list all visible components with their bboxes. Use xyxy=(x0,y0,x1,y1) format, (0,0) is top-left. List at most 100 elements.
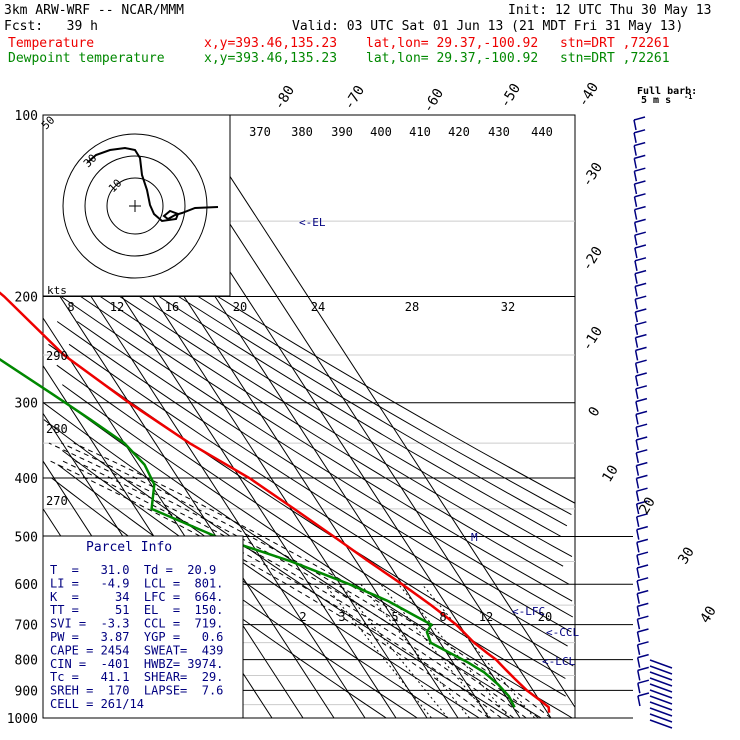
hodo-unit-label: kts xyxy=(47,284,67,297)
init-time: Init: 12 UTC Thu 30 May 13 xyxy=(508,3,712,18)
wind-barb xyxy=(634,286,638,297)
wind-barb xyxy=(635,414,639,425)
wind-barb-flag xyxy=(636,525,648,531)
hodo-ring-0 xyxy=(106,177,164,235)
hodo-ring-2 xyxy=(62,133,208,279)
parcel-info-row: TT = 51 EL = 150. xyxy=(50,603,223,617)
wind-barb xyxy=(634,273,638,284)
wind-barb xyxy=(636,542,640,553)
dry-adiabat-270 xyxy=(62,450,449,719)
barb-legend-line1: Full barb: xyxy=(637,86,697,97)
dry-adiabat-400 xyxy=(78,268,564,567)
wind-barb-flag xyxy=(635,397,648,403)
wind-barb xyxy=(634,299,638,310)
temperature-latlon: lat,lon= 29.37,-100.92 xyxy=(366,36,539,51)
m-marker: M xyxy=(471,531,478,544)
mixing-ratio-label-12: 12 xyxy=(479,610,493,624)
wind-barb-low xyxy=(649,677,673,687)
isotherm-label--80: -80 xyxy=(271,83,298,113)
dewpoint-station: stn=DRT ,72261 xyxy=(560,51,670,66)
wind-barb-flag xyxy=(636,513,648,518)
pressure-label-800: 800 xyxy=(15,654,38,669)
wind-barb-flag xyxy=(636,500,648,505)
theta-low-label-290: 290 xyxy=(46,349,68,363)
wind-barb-flag xyxy=(634,154,646,160)
wind-barb xyxy=(633,183,638,195)
lfc-marker: <-LFC xyxy=(512,605,545,618)
wind-barb-flag xyxy=(634,180,646,185)
wind-barb-flag xyxy=(636,577,649,582)
el-marker: <-EL xyxy=(299,216,326,229)
wind-barb-low xyxy=(649,701,673,711)
dry-adiabat-430 xyxy=(88,237,568,527)
mixing-ratio-5 xyxy=(360,583,470,719)
wind-barb-flag xyxy=(637,589,649,595)
wind-barb-flag xyxy=(634,231,646,236)
parcel-info-panel: Parcel Info T = 31.0 Td = 20.9LI = -4.9 L… xyxy=(42,535,244,719)
wind-barb xyxy=(634,311,639,323)
mixing-ratio-label-5: 5 xyxy=(391,610,398,624)
parcel-info-row: CIN = -401 HWBZ= 3974. xyxy=(50,657,223,671)
parcel-info-row: PW = 3.87 YGP = 0.6 xyxy=(50,630,223,644)
dry-adiabat-410 xyxy=(51,237,573,558)
wind-barb xyxy=(636,619,641,630)
parcel-info-title: Parcel Info xyxy=(86,540,172,555)
ccl-marker: <-CCL xyxy=(546,626,579,639)
dewpoint-line xyxy=(0,358,516,708)
wind-barb xyxy=(633,171,638,182)
mixing-ratio-2 xyxy=(324,583,432,719)
mixing-ratio-8 xyxy=(380,583,491,719)
pressure-label-900: 900 xyxy=(15,684,38,699)
wind-barb xyxy=(633,222,638,233)
parcel-info-row: SREH = 170 LAPSE= 7.6 xyxy=(50,684,223,698)
wind-barb-flag xyxy=(636,474,648,480)
wind-barb xyxy=(636,657,641,668)
isotherm-label--60: -60 xyxy=(420,86,447,116)
wind-barb xyxy=(633,196,638,207)
dewpoint-legend: Dewpoint temperature xyxy=(8,51,165,66)
parcel-info-row: CAPE = 2454 SWEAT= 439 xyxy=(50,643,223,657)
isotherm-label-20: 20 xyxy=(636,494,659,517)
wind-barb xyxy=(636,567,640,579)
wind-barb xyxy=(635,491,640,502)
wind-barb-flag xyxy=(633,141,646,147)
wind-barb-flag xyxy=(637,653,649,659)
wind-barb-flag xyxy=(635,308,647,313)
wind-barb-flag xyxy=(635,359,647,364)
wind-barb-flag xyxy=(633,116,646,121)
pressure-label-400: 400 xyxy=(15,472,38,487)
mixing-ratio-20 xyxy=(421,583,535,719)
wind-barb-low xyxy=(649,659,673,669)
wind-barb xyxy=(635,516,640,527)
wind-barbs xyxy=(633,116,673,729)
isotherm-label--70: -70 xyxy=(341,83,368,113)
wind-barb-flag xyxy=(636,449,648,454)
wind-barb xyxy=(633,158,637,169)
hodo-speed-label-16: 16 xyxy=(165,300,179,314)
temperature-legend: Temperature xyxy=(8,36,95,51)
wind-barb xyxy=(635,478,640,489)
wind-barb-flag xyxy=(634,218,646,224)
wind-barb xyxy=(633,119,637,131)
dry-adiabat-360 xyxy=(77,321,572,633)
dry-adiabat-340 xyxy=(68,343,574,667)
dry-adiabat-320 xyxy=(56,364,566,697)
wind-barb xyxy=(634,247,638,259)
wind-barb xyxy=(636,555,640,566)
moist-adiabat-30 xyxy=(73,442,552,719)
wind-barb-flag xyxy=(637,615,649,620)
wind-barb-flag xyxy=(636,487,648,492)
wind-barb xyxy=(636,529,640,540)
mixing-ratio-label-20: 20 xyxy=(538,610,552,624)
parcel-info-row: T = 31.0 Td = 20.9 xyxy=(50,563,216,577)
wind-barb-flag xyxy=(634,269,647,275)
hodo-speed-label-12: 12 xyxy=(110,300,124,314)
barb-legend-exponent: -1 xyxy=(684,93,692,101)
mixing-ratio-label-3: 3 xyxy=(338,610,345,624)
model-title: 3km ARW-WRF -- NCAR/MMM xyxy=(4,3,185,18)
wind-barb-low xyxy=(649,719,673,729)
hodo-speed-label-28: 28 xyxy=(405,300,419,314)
isotherm-label--40: -40 xyxy=(575,80,602,110)
